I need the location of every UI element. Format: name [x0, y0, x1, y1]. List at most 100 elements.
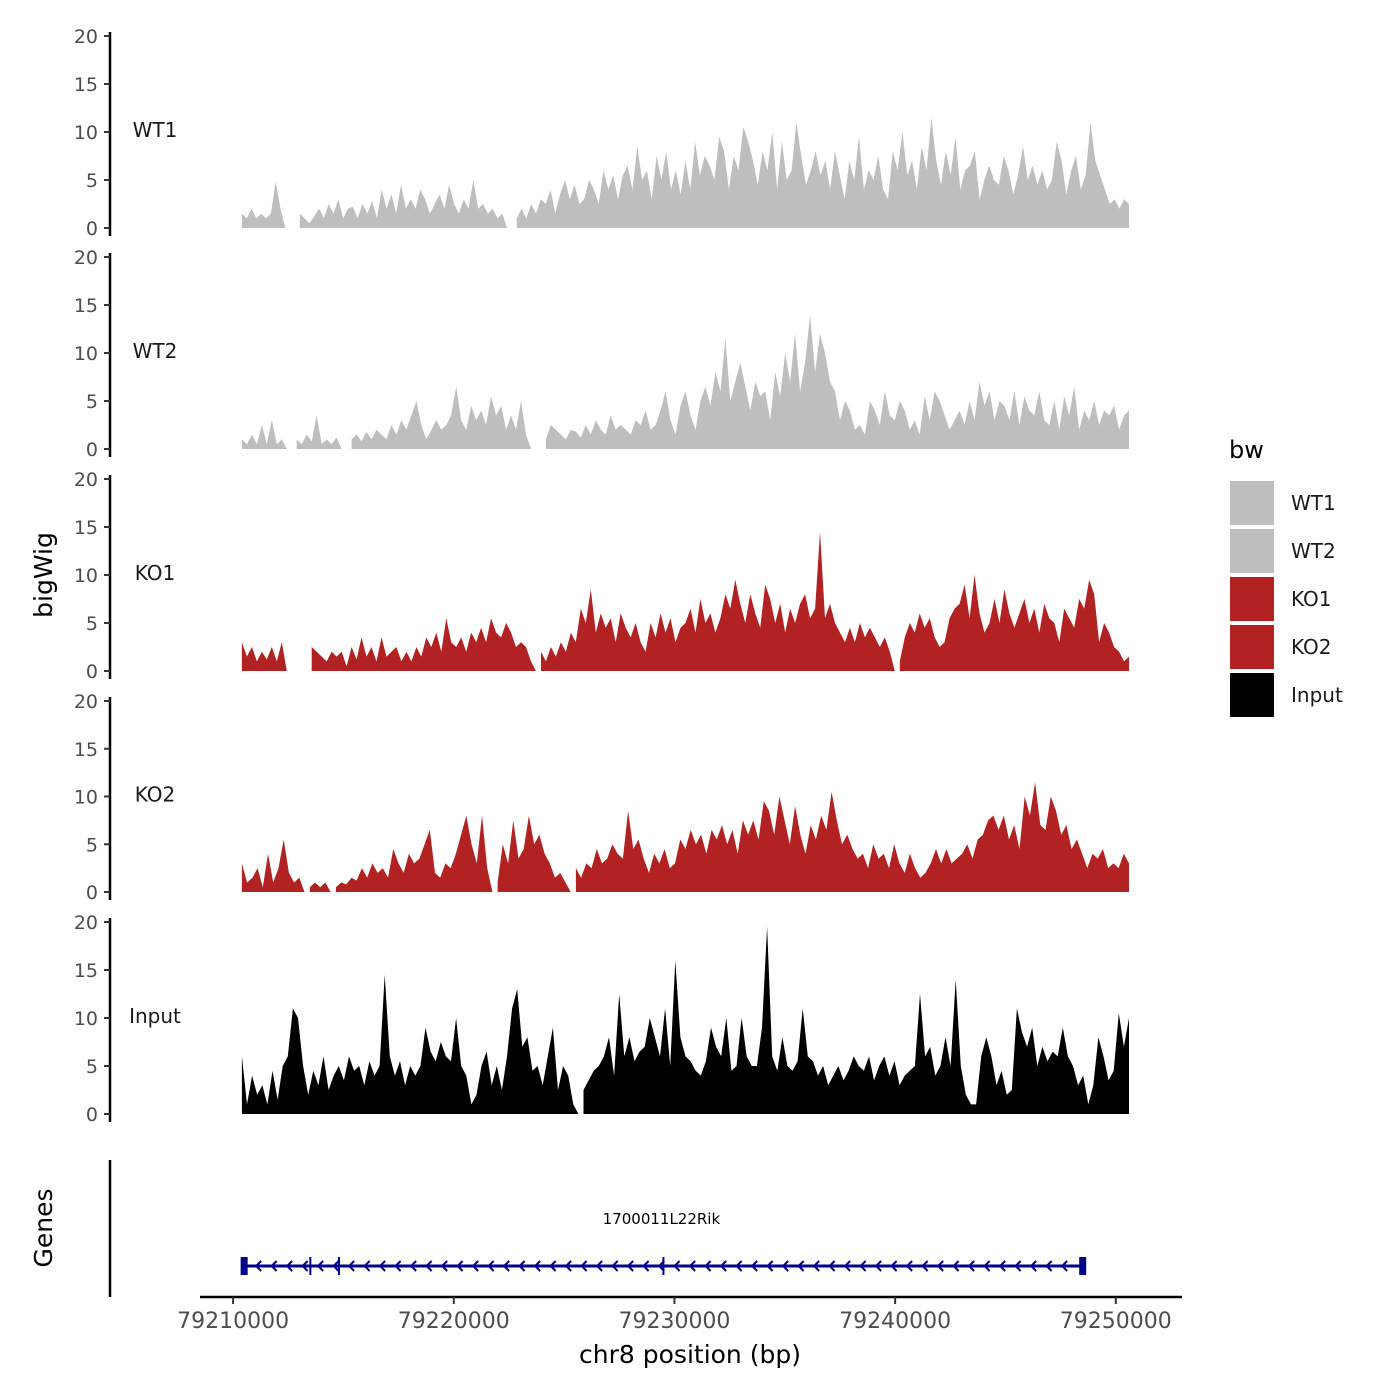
- gene-strand-arrow: [673, 1260, 681, 1272]
- y-tick-label: 20: [74, 469, 98, 491]
- gene-strand-arrow: [874, 1260, 882, 1272]
- gene-strand-arrow: [735, 1260, 743, 1272]
- y-tick-label: 5: [86, 834, 98, 856]
- track-label-ko1: KO1: [135, 561, 176, 585]
- gene-strand-arrow: [301, 1260, 309, 1272]
- gene-strand-arrow: [611, 1260, 619, 1272]
- bigwig-tracks: 0 5 10 15 20 WT1 0 5 10 15 20 WT2 0 5 10 15 20 KO1 0 5 10 15 2…: [74, 26, 1129, 1126]
- gene-strand-arrow: [347, 1260, 355, 1272]
- gene-strand-arrow: [378, 1260, 386, 1272]
- legend-key-ko1: [1230, 577, 1274, 621]
- y-tick-label: 5: [86, 170, 98, 192]
- gene-strand-arrow: [1045, 1260, 1053, 1272]
- gene-strand-arrow: [921, 1260, 929, 1272]
- y-tick-label: 10: [74, 1008, 98, 1030]
- x-axis-title: chr8 position (bp): [579, 1340, 801, 1369]
- gene-strand-arrow: [890, 1260, 898, 1272]
- track-area-wt1: [241, 117, 1129, 228]
- y-tick-label: 15: [74, 739, 98, 761]
- track-area-wt2: [241, 314, 1129, 449]
- track-wt1: 0 5 10 15 20 WT1: [74, 26, 1129, 240]
- track-area-ko1: [241, 531, 1129, 671]
- legend-key-wt2: [1230, 529, 1274, 573]
- gene-strand-arrow: [580, 1260, 588, 1272]
- gene-strand-arrow: [549, 1260, 557, 1272]
- genes-panel: 1700011L22Rik: [108, 1160, 1087, 1297]
- gene-strand-arrow: [812, 1260, 820, 1272]
- gene-strand-arrow: [502, 1260, 510, 1272]
- y-tick-label: 20: [74, 247, 98, 269]
- genes-axis-title: Genes: [29, 1188, 58, 1267]
- track-input: 0 5 10 15 20 Input: [74, 912, 1129, 1126]
- gene-strand-arrow: [828, 1260, 836, 1272]
- y-axis-title: bigWig: [29, 532, 58, 618]
- gene-strand-arrow: [1029, 1260, 1037, 1272]
- gene-strand-arrow: [1060, 1260, 1068, 1272]
- gene-strand-arrow: [533, 1260, 541, 1272]
- gene-strand-arrow: [766, 1260, 774, 1272]
- y-tick-label: 15: [74, 295, 98, 317]
- gene-strand-arrow: [843, 1260, 851, 1272]
- y-tick-label: 5: [86, 1056, 98, 1078]
- legend-label-ko2: KO2: [1291, 635, 1332, 659]
- gene-strand-arrow: [394, 1260, 402, 1272]
- gene-strand-arrow: [285, 1260, 293, 1272]
- x-tick-label: 79240000: [839, 1309, 951, 1334]
- gene-strand-arrow: [518, 1260, 526, 1272]
- gene-exon: [309, 1257, 312, 1275]
- y-tick-label: 20: [74, 26, 98, 48]
- y-tick-label: 10: [74, 565, 98, 587]
- y-tick-label: 15: [74, 74, 98, 96]
- gene-strand-arrow: [471, 1260, 479, 1272]
- gene-strand-arrow: [409, 1260, 417, 1272]
- gene-strand-arrow: [456, 1260, 464, 1272]
- legend-key-wt1: [1230, 481, 1274, 525]
- legend-label-wt2: WT2: [1291, 539, 1336, 563]
- legend-label-wt1: WT1: [1291, 491, 1336, 515]
- legend: bw WT1 WT2 KO1 KO2 Input: [1229, 436, 1343, 717]
- track-area-input: [241, 926, 1129, 1114]
- legend-key-ko2: [1230, 625, 1274, 669]
- y-tick-label: 15: [74, 517, 98, 539]
- gene-strand-arrow: [332, 1260, 340, 1272]
- y-tick-label: 10: [74, 122, 98, 144]
- y-tick-label: 10: [74, 343, 98, 365]
- y-tick-label: 15: [74, 960, 98, 982]
- gene-strand-arrow: [642, 1260, 650, 1272]
- y-tick-label: 0: [86, 882, 98, 904]
- x-tick-label: 79250000: [1060, 1309, 1172, 1334]
- y-tick-label: 10: [74, 787, 98, 809]
- legend-label-ko1: KO1: [1291, 587, 1332, 611]
- gene-strand-arrow: [440, 1260, 448, 1272]
- gene-strand-arrow: [704, 1260, 712, 1272]
- y-tick-label: 20: [74, 912, 98, 934]
- gene-strand-arrow: [254, 1260, 262, 1272]
- track-label-ko2: KO2: [135, 783, 176, 807]
- track-ko2: 0 5 10 15 20 KO2: [74, 691, 1129, 904]
- gene-strand-arrow: [750, 1260, 758, 1272]
- gene-strand-arrow: [425, 1260, 433, 1272]
- gene-strand-arrow: [998, 1260, 1006, 1272]
- gene-strand-arrow: [626, 1260, 634, 1272]
- y-tick-label: 5: [86, 391, 98, 413]
- gene-strand-arrow: [905, 1260, 913, 1272]
- gene-strand-arrow: [952, 1260, 960, 1272]
- gene-strand-arrow: [967, 1260, 975, 1272]
- x-tick-label: 79230000: [618, 1309, 730, 1334]
- gene-strand-arrow: [363, 1260, 371, 1272]
- x-tick-label: 79220000: [398, 1309, 510, 1334]
- y-tick-label: 0: [86, 218, 98, 240]
- gene-strand-arrow: [487, 1260, 495, 1272]
- track-wt2: 0 5 10 15 20 WT2: [74, 247, 1129, 461]
- y-tick-label: 0: [86, 661, 98, 683]
- gene-strand-arrow: [936, 1260, 944, 1272]
- x-tick-label: 79210000: [177, 1309, 289, 1334]
- gene-strand-arrow: [983, 1260, 991, 1272]
- legend-title: bw: [1229, 436, 1264, 464]
- y-tick-label: 5: [86, 613, 98, 635]
- x-axis: 79210000 79220000 79230000 79240000 79250000: [177, 1295, 1182, 1334]
- track-label-wt2: WT2: [133, 339, 178, 363]
- gene-exon: [1079, 1257, 1087, 1275]
- gene-strand-arrow: [564, 1260, 572, 1272]
